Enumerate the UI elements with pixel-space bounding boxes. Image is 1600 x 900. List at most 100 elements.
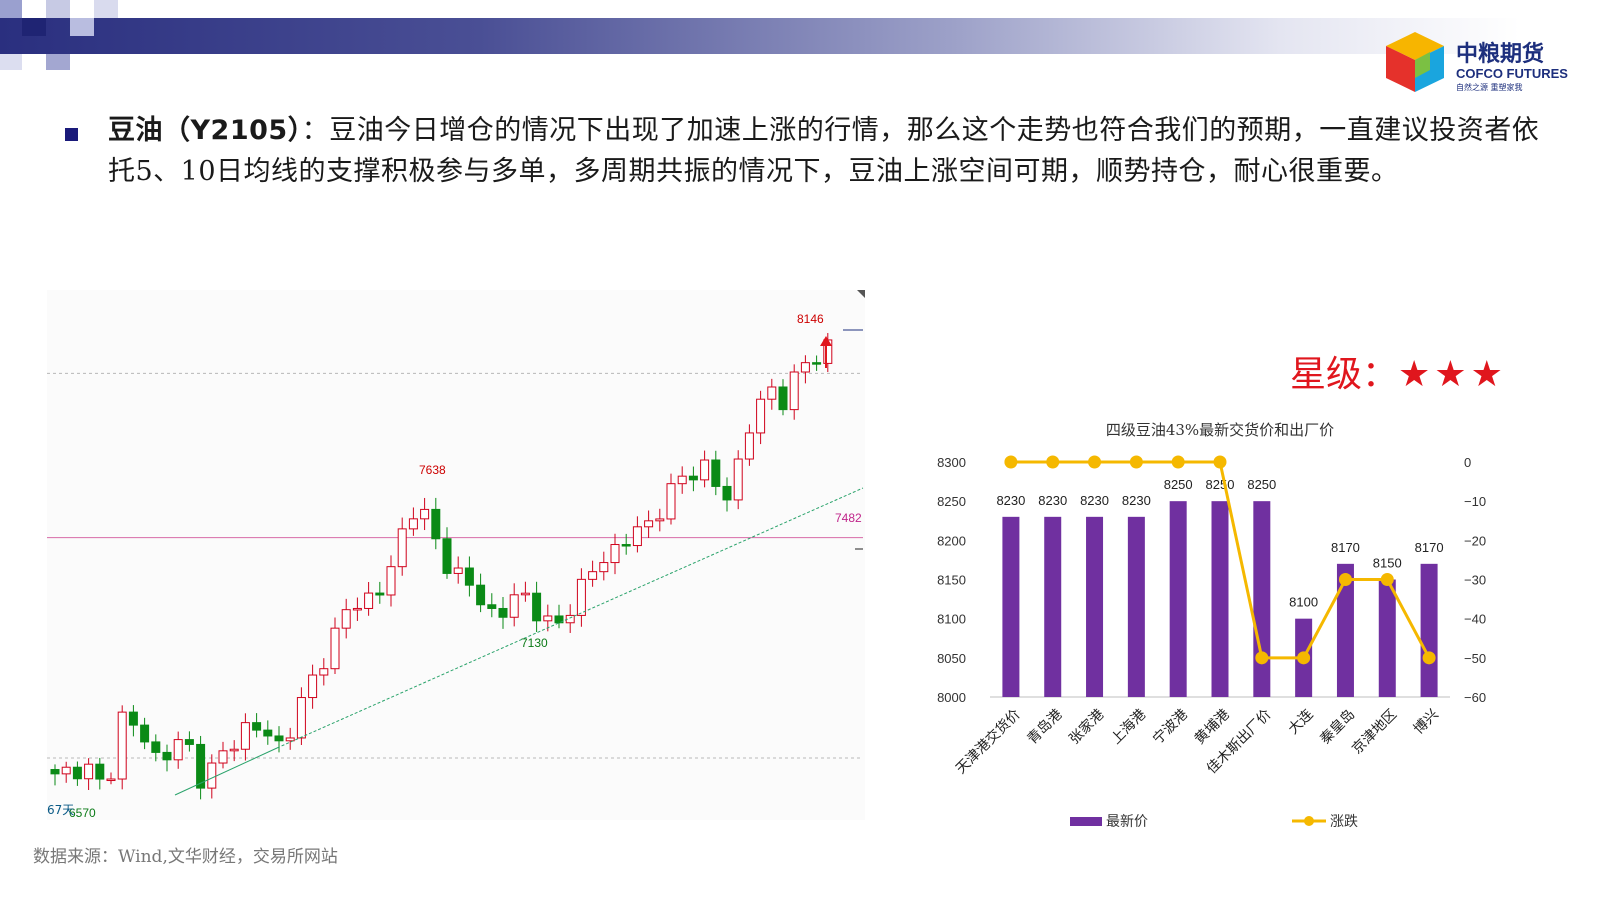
y-right-tick: −30 <box>1464 573 1486 588</box>
candle <box>274 735 284 742</box>
candle <box>285 737 295 742</box>
candle <box>151 741 161 753</box>
candle <box>464 567 474 586</box>
candle <box>420 508 430 520</box>
bar <box>1044 516 1062 697</box>
bar-label: 8170 <box>1331 540 1360 555</box>
price-chart: 四级豆油43%最新交货价和出厂价 8000 8050 8100 8150 8200 8250… <box>930 410 1520 840</box>
category-label: 京津地区 <box>1349 707 1400 758</box>
header-square <box>46 54 70 70</box>
candle <box>128 711 138 726</box>
trend-line <box>174 747 278 796</box>
company-logo: 中粮期货 COFCO FUTURES 自然之源 重塑家我 <box>1380 30 1590 100</box>
up-arrow-head-icon <box>820 336 832 346</box>
y-left-tick: 8150 <box>937 573 966 588</box>
candle <box>778 386 788 411</box>
legend-line-marker <box>1304 816 1314 826</box>
bar <box>1127 516 1145 697</box>
candle <box>800 362 810 373</box>
candle <box>95 763 105 780</box>
category-label: 秦皇岛 <box>1317 707 1358 748</box>
bar-label: 8230 <box>1122 493 1151 508</box>
candle <box>72 766 82 780</box>
candle <box>184 739 194 745</box>
y-right-tick: −20 <box>1464 533 1486 548</box>
candle <box>588 571 598 580</box>
trend-line-dashed <box>276 487 864 749</box>
line-point <box>1255 651 1269 665</box>
level-label: 7482 <box>835 511 862 525</box>
candle <box>196 743 206 789</box>
candle <box>319 668 329 676</box>
bar <box>1086 516 1104 697</box>
candle <box>666 483 676 520</box>
line-point <box>1297 651 1311 665</box>
candle <box>565 614 575 624</box>
candle <box>632 526 642 547</box>
candle <box>296 697 306 739</box>
candle <box>218 750 228 764</box>
candle <box>733 458 743 501</box>
bullet-text: ：豆油今日增仓的情况下出现了加速上涨的行情，那么这个走势也符合我们的预期，一直建… <box>108 115 1540 187</box>
candlestick-chart: 8146 7638 7130 7482 6570 67天 <box>47 290 865 820</box>
bullet-icon <box>65 128 78 141</box>
candle <box>509 594 519 618</box>
candle <box>341 609 351 629</box>
bar <box>1169 501 1187 697</box>
candle <box>520 592 530 596</box>
y-left-tick: 8250 <box>937 494 966 509</box>
bar-label: 8230 <box>996 493 1025 508</box>
candle <box>117 711 127 780</box>
bar-label: 8150 <box>1373 556 1402 571</box>
candle <box>711 459 721 487</box>
line-point <box>1004 455 1018 469</box>
y-right-tick: −40 <box>1464 612 1486 627</box>
bar <box>1378 579 1396 697</box>
candle <box>722 485 732 501</box>
candle <box>621 544 631 547</box>
category-label: 宁波港 <box>1149 706 1191 748</box>
header-square <box>0 54 22 70</box>
bar <box>1420 563 1438 697</box>
y-right-tick: −50 <box>1464 651 1486 666</box>
category-label: 大连 <box>1285 707 1316 738</box>
mid-high-label: 7638 <box>419 463 446 477</box>
logo-slogan: 自然之源 重塑家我 <box>1456 83 1523 92</box>
candle <box>688 475 698 481</box>
y-right-tick: −10 <box>1464 494 1486 509</box>
category-label: 青岛港 <box>1025 707 1066 748</box>
y-left-tick: 8200 <box>937 533 966 548</box>
y-left-tick: 8300 <box>937 455 966 470</box>
candle <box>252 722 262 731</box>
category-label: 上海港 <box>1108 707 1149 748</box>
bar-label: 8250 <box>1206 477 1235 492</box>
bar-label: 8230 <box>1038 493 1067 508</box>
y-left-tick: 8100 <box>937 612 966 627</box>
candle <box>677 475 687 485</box>
bar-label: 8100 <box>1289 595 1318 610</box>
bullet-title: 豆油（Y2105） <box>108 115 302 146</box>
bar <box>1002 516 1020 697</box>
candle <box>352 607 362 611</box>
line-point <box>1380 573 1394 586</box>
candle <box>453 567 463 574</box>
candle <box>644 520 654 528</box>
candle <box>140 724 150 743</box>
candle <box>498 607 508 618</box>
bar-label: 8250 <box>1247 477 1276 492</box>
line-point <box>1129 455 1143 469</box>
line-point <box>1171 455 1185 469</box>
candle <box>812 362 822 365</box>
rating-label: 星级： <box>1290 354 1399 395</box>
candle <box>756 398 766 434</box>
bar <box>1336 563 1354 697</box>
candle <box>240 722 250 750</box>
candle <box>599 562 609 573</box>
rating: 星级：★★★ <box>1290 345 1507 397</box>
header-square <box>46 0 70 18</box>
candle <box>229 748 239 752</box>
y-left-tick: 8000 <box>937 690 966 705</box>
candle <box>364 592 374 609</box>
candle <box>487 604 497 609</box>
candle <box>700 459 710 481</box>
